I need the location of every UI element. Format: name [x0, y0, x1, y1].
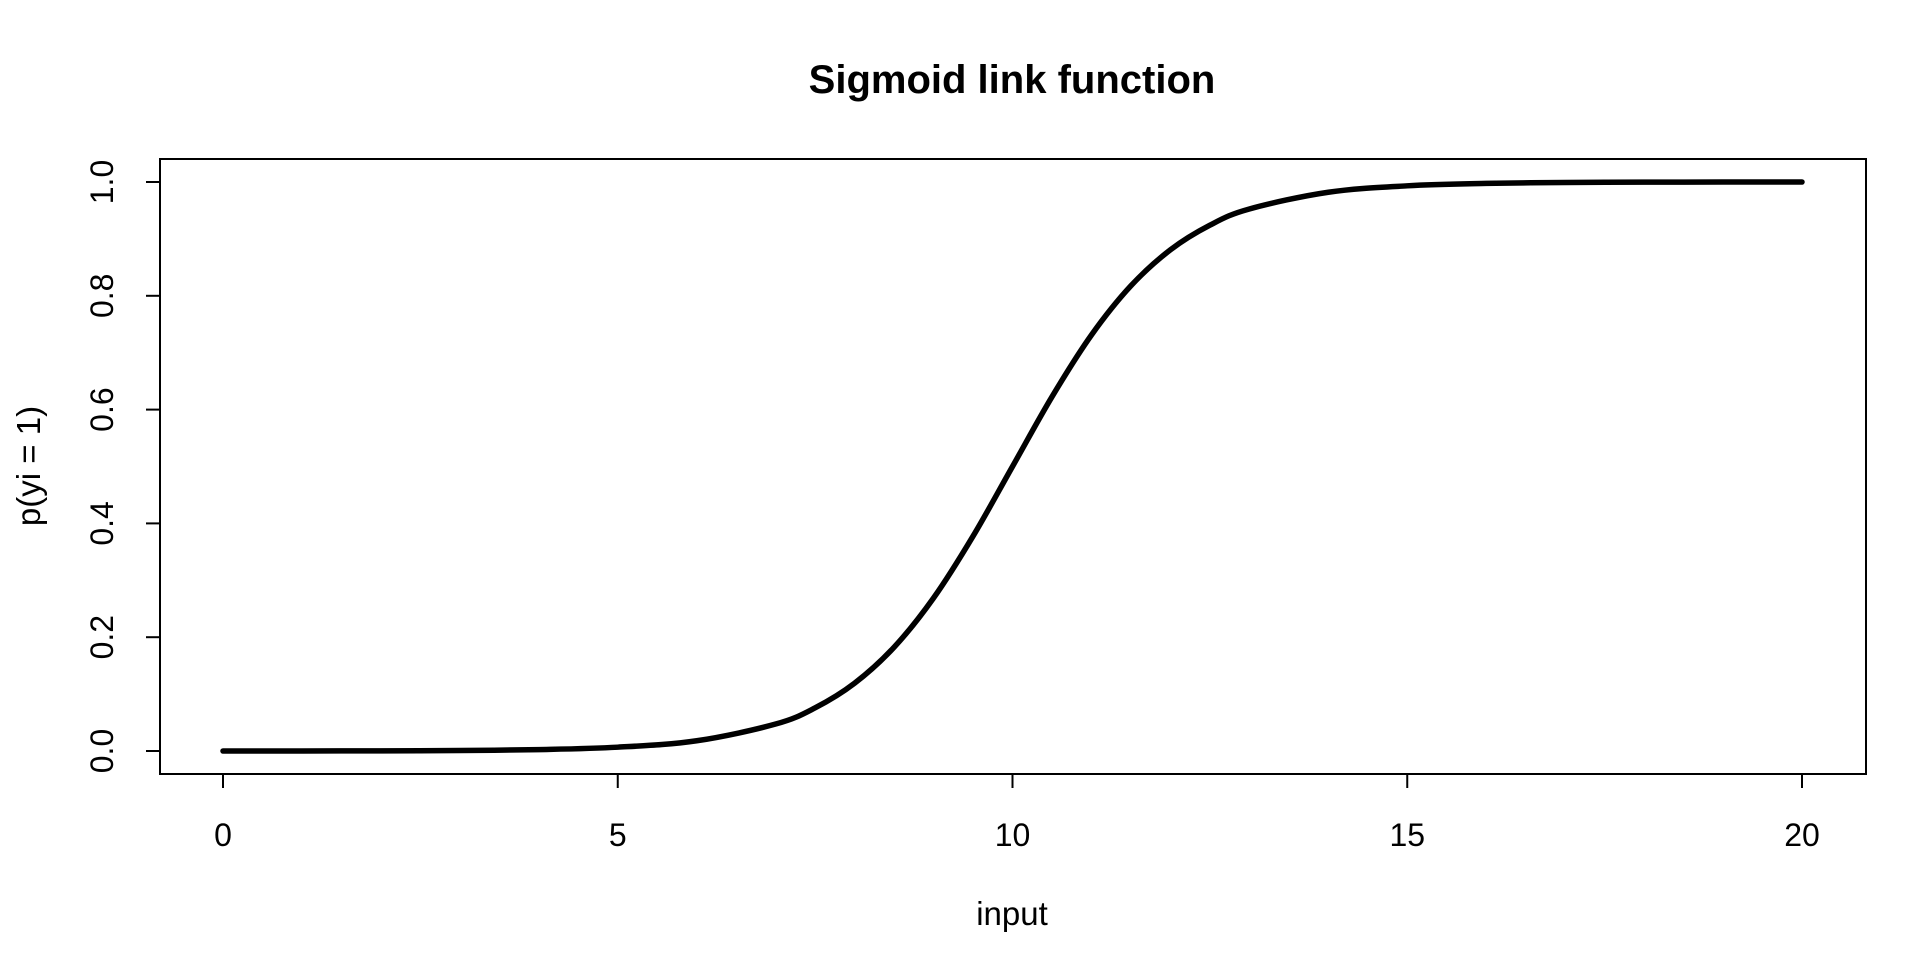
y-tick-label: 0.2 [84, 615, 120, 659]
y-tick-label: 1.0 [84, 160, 120, 204]
y-tick-label: 0.8 [84, 274, 120, 318]
y-tick-label: 0.4 [84, 501, 120, 545]
y-axis: 0.0 0.2 0.4 0.6 0.8 1.0 [84, 160, 161, 773]
series-line-sigmoid [220, 179, 1805, 754]
x-axis: 0 5 10 15 20 [214, 773, 1820, 853]
x-tick-label: 5 [609, 817, 627, 853]
y-tick-label: 0.6 [84, 387, 120, 431]
y-tick-label: 0.0 [84, 729, 120, 773]
y-axis-label: p(yi = 1) [10, 406, 47, 526]
x-tick-label: 0 [214, 817, 232, 853]
x-tick-label: 20 [1784, 817, 1820, 853]
x-tick-label: 15 [1389, 817, 1425, 853]
chart-title: Sigmoid link function [809, 58, 1216, 102]
x-tick-label: 10 [995, 817, 1031, 853]
x-axis-label: input [976, 895, 1048, 932]
